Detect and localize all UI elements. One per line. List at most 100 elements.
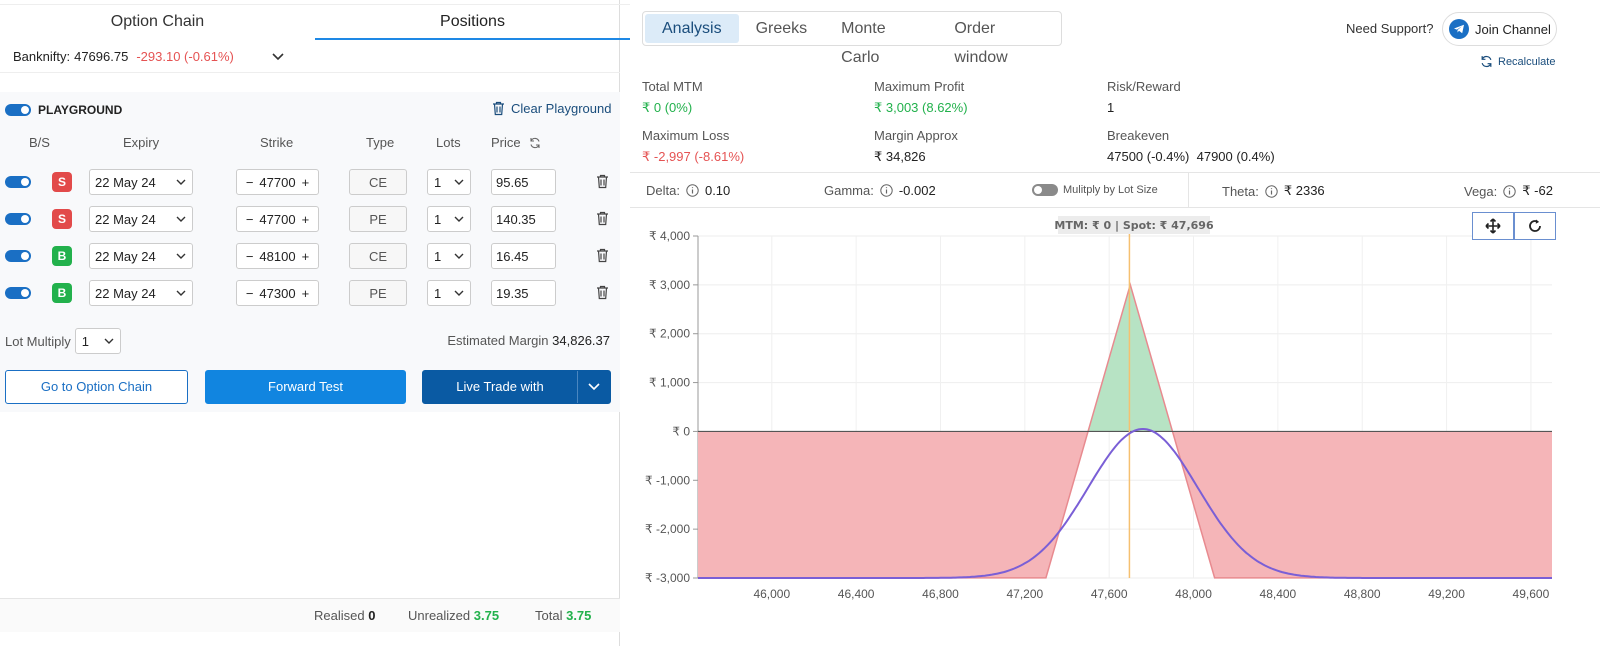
refresh-icon[interactable] <box>529 137 541 149</box>
x-tick-label: 49,200 <box>1428 587 1465 601</box>
type-field[interactable]: PE <box>349 206 407 232</box>
payoff-chart[interactable]: ₹ 4,000 ₹ 3,000 ₹ 2,000 ₹ 1,000 ₹ 0 ₹ -1,000 ₹… <box>630 208 1600 640</box>
lot-multiply-label: Lot Multiply <box>5 333 71 349</box>
lots-select[interactable]: 1 <box>427 280 471 306</box>
side-badge[interactable]: S <box>52 172 72 192</box>
info-icon[interactable] <box>686 184 699 197</box>
info-icon[interactable] <box>1503 184 1516 198</box>
greek-label: Delta: <box>646 183 680 198</box>
lots-select[interactable]: 1 <box>427 243 471 269</box>
greek-value: ₹ 2336 <box>1283 183 1325 198</box>
clear-playground-button[interactable]: Clear Playground <box>492 101 611 116</box>
tab-order-window[interactable]: Order window <box>954 20 1008 66</box>
refresh-icon <box>1481 55 1492 68</box>
playground-label: PLAYGROUND <box>38 103 123 117</box>
recalculate-label: Recalculate <box>1498 55 1556 68</box>
side-badge[interactable]: S <box>52 209 72 229</box>
plus-icon[interactable]: + <box>301 174 310 190</box>
strike-stepper[interactable]: −47700 + <box>236 206 319 232</box>
leg-row: S 22 May 24 −47700 + PE 1 140.35 <box>0 206 620 232</box>
tooltip-text: MTM: ₹ 0 | Spot: ₹ 47,696 <box>1054 219 1214 232</box>
tab-greeks[interactable]: Greeks <box>755 20 808 37</box>
forward-test-button[interactable]: Forward Test <box>205 370 406 404</box>
plus-icon[interactable]: + <box>301 211 310 227</box>
price-input[interactable]: 140.35 <box>491 206 556 232</box>
chevron-down-icon <box>454 216 464 222</box>
x-tick-label: 48,000 <box>1175 587 1212 601</box>
expiry-value: 22 May 24 <box>95 285 156 301</box>
tab-analysis[interactable]: Analysis <box>645 14 739 43</box>
lots-select[interactable]: 1 <box>427 206 471 232</box>
minus-icon[interactable]: − <box>245 248 254 264</box>
lots-select[interactable]: 1 <box>427 169 471 195</box>
go-to-option-chain-button[interactable]: Go to Option Chain <box>5 370 188 404</box>
reset-zoom-button[interactable] <box>1514 212 1556 240</box>
stat-breakeven: Breakeven 47500 (-0.4%) 47900 (0.4%) <box>1107 128 1275 164</box>
strike-stepper[interactable]: −47700 + <box>236 169 319 195</box>
chevron-down-icon <box>176 216 186 222</box>
spot-tooltip: MTM: ₹ 0 | Spot: ₹ 47,696 <box>1054 216 1214 234</box>
ticker-selector[interactable]: Banknifty: 47696.75 -293.10 (-0.61%) <box>13 49 284 64</box>
price-input[interactable]: 95.65 <box>491 169 556 195</box>
estimated-margin-label: Estimated Margin <box>447 333 549 348</box>
pan-button[interactable] <box>1472 212 1514 240</box>
chart-areas <box>698 284 1552 578</box>
lot-size-toggle[interactable] <box>1032 184 1058 196</box>
y-tick-label: ₹ 0 <box>672 424 690 438</box>
playground-toggle[interactable] <box>5 104 31 116</box>
price-input[interactable]: 16.45 <box>491 243 556 269</box>
plus-icon[interactable]: + <box>301 285 310 301</box>
leg-row: B 22 May 24 −48100 + CE 1 16.45 <box>0 243 620 269</box>
tab-positions[interactable]: Positions <box>315 5 630 40</box>
leg-toggle[interactable] <box>5 250 31 262</box>
expiry-select[interactable]: 22 May 24 <box>89 169 193 195</box>
side-badge[interactable]: B <box>52 246 72 266</box>
type-field[interactable]: CE <box>349 169 407 195</box>
expiry-value: 22 May 24 <box>95 174 156 190</box>
header-strike: Strike <box>260 135 294 150</box>
leg-toggle[interactable] <box>5 176 31 188</box>
plus-icon[interactable]: + <box>301 248 310 264</box>
trash-icon[interactable] <box>596 248 609 263</box>
strike-stepper[interactable]: −47300 + <box>236 280 319 306</box>
stat-margin: Margin Approx ₹ 34,826 <box>874 128 958 165</box>
chevron-down-icon <box>454 253 464 259</box>
live-trade-button[interactable]: Live Trade with <box>422 370 611 404</box>
trash-icon <box>493 101 504 116</box>
x-tick-label: 47,600 <box>1091 587 1128 601</box>
side-badge[interactable]: B <box>52 283 72 303</box>
info-icon[interactable] <box>880 184 893 197</box>
lot-multiply-select[interactable]: 1 <box>74 328 121 354</box>
estimated-margin-value: 34,826.37 <box>552 333 610 348</box>
header-expiry: Expiry <box>123 135 160 150</box>
expiry-select[interactable]: 22 May 24 <box>89 280 193 306</box>
header-bs: B/S <box>29 135 50 150</box>
chevron-down-icon <box>176 290 186 296</box>
recalculate-button[interactable]: Recalculate <box>1480 55 1555 68</box>
y-tick-label: ₹ 3,000 <box>649 278 690 292</box>
trash-icon[interactable] <box>596 285 609 300</box>
minus-icon[interactable]: − <box>245 285 254 301</box>
payoff-line <box>698 281 1552 579</box>
trash-icon[interactable] <box>596 174 609 189</box>
expiry-select[interactable]: 22 May 24 <box>89 206 193 232</box>
greek-label: Vega: <box>1464 183 1498 199</box>
type-field[interactable]: PE <box>349 280 407 306</box>
live-trade-dropdown[interactable] <box>577 371 610 403</box>
unrealized: Unrealized 3.75 <box>408 608 499 623</box>
info-icon[interactable] <box>1265 184 1278 198</box>
divider <box>1188 173 1189 207</box>
minus-icon[interactable]: − <box>245 211 254 227</box>
right-panel: Analysis Greeks Monte Carlo Order window… <box>630 0 1600 646</box>
join-channel-button[interactable]: Join Channel <box>1442 12 1557 46</box>
tab-monte-carlo[interactable]: Monte Carlo <box>841 20 886 66</box>
trash-icon[interactable] <box>596 211 609 226</box>
price-input[interactable]: 19.35 <box>491 280 556 306</box>
leg-toggle[interactable] <box>5 287 31 299</box>
leg-toggle[interactable] <box>5 213 31 225</box>
minus-icon[interactable]: − <box>245 174 254 190</box>
expiry-select[interactable]: 22 May 24 <box>89 243 193 269</box>
type-field[interactable]: CE <box>349 243 407 269</box>
strike-stepper[interactable]: −48100 + <box>236 243 319 269</box>
tab-option-chain[interactable]: Option Chain <box>110 13 205 30</box>
